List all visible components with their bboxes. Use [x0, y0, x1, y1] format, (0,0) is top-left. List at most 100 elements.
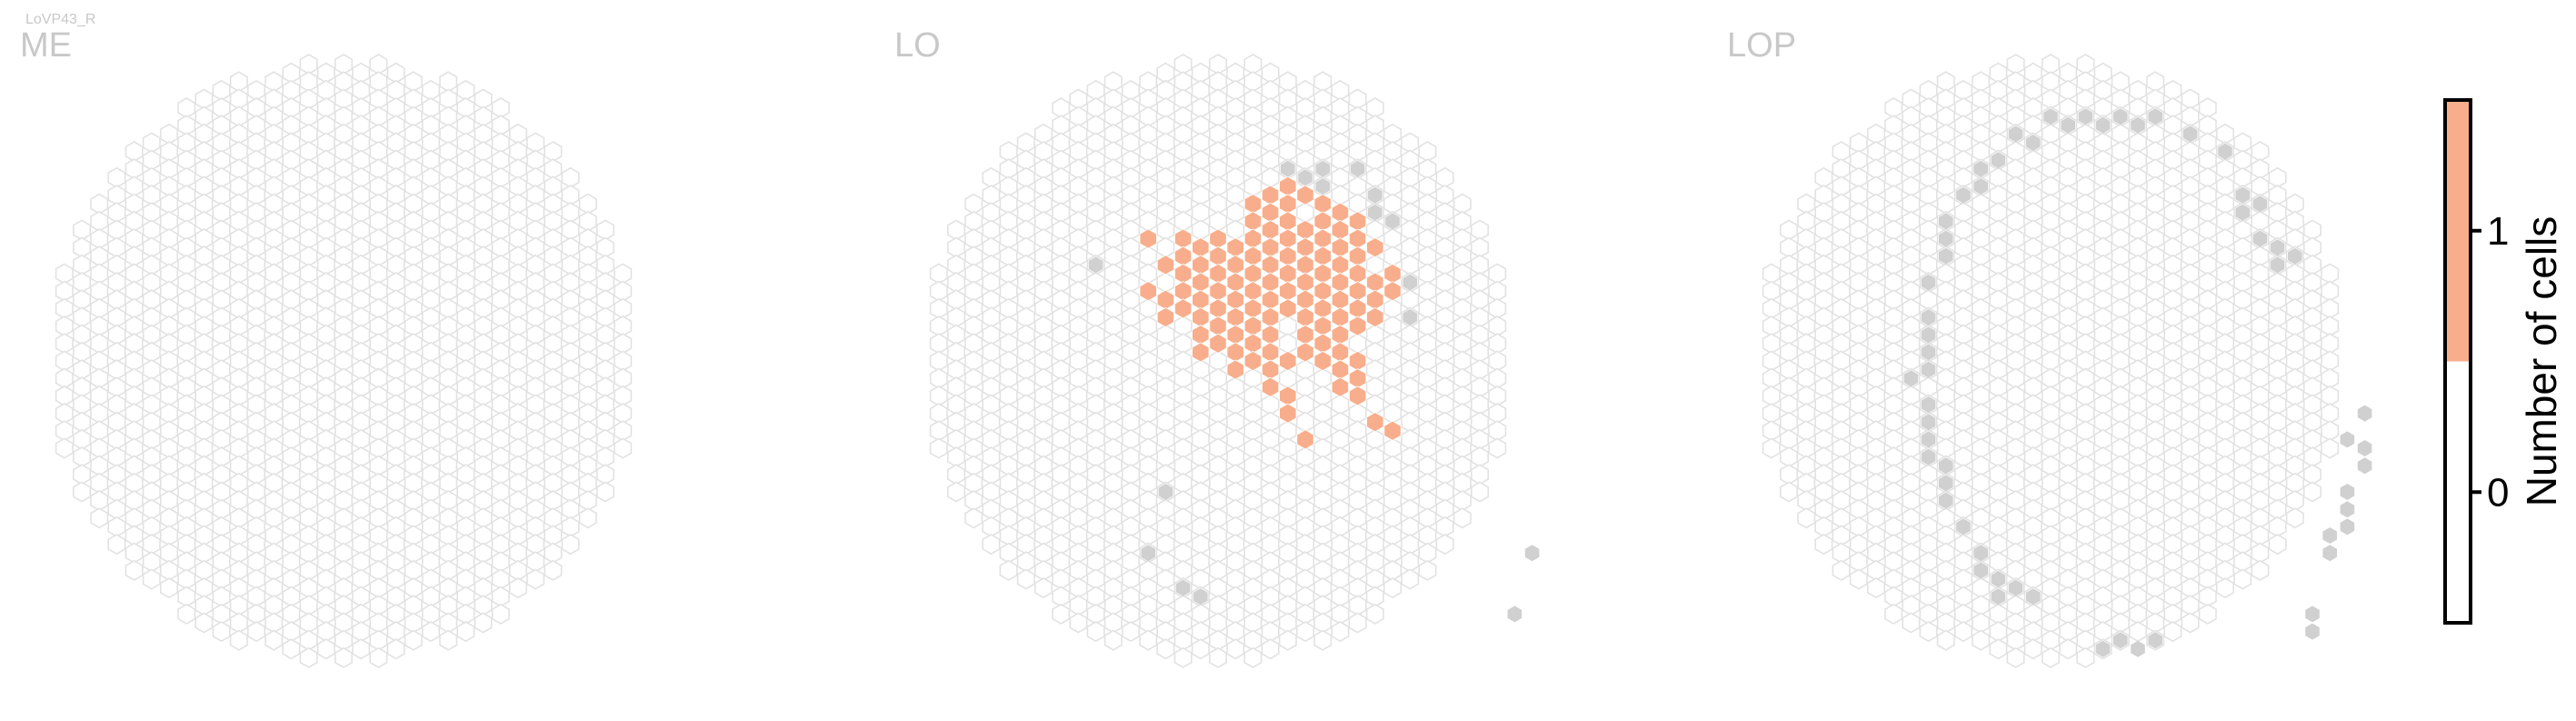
hex-cell-empty [2094, 569, 2111, 588]
hex-cell-empty [1815, 413, 1832, 432]
hex-cell-empty [1105, 578, 1122, 597]
hex-cell-empty [2007, 176, 2023, 195]
hex-cell-empty [1157, 220, 1173, 239]
hex-cell-empty [1902, 404, 1919, 423]
hex-cell-empty [1868, 299, 1884, 318]
hex-cell-empty [1244, 72, 1261, 91]
hex-cell-empty [1210, 176, 1226, 195]
hex-cell-empty [2130, 377, 2146, 396]
hex-cell-empty [1053, 413, 1069, 432]
hex-cell-empty [387, 81, 404, 100]
hex-cell-empty [405, 613, 422, 632]
hex-cell-empty [1174, 613, 1191, 632]
hex-cell-empty [1174, 526, 1191, 545]
hex-cell-empty [1990, 133, 2006, 152]
hex-cell-empty [1972, 438, 1989, 457]
hex-cell-empty [527, 273, 544, 292]
hex-cell-empty [1902, 89, 1919, 108]
hex-cell-empty [562, 290, 578, 309]
hex-cell-empty [423, 168, 439, 187]
hex-cell-empty [597, 325, 614, 345]
hex-cell-empty [2182, 212, 2198, 231]
hex-cell-empty [2182, 89, 2198, 108]
hex-cell-empty [474, 456, 491, 476]
hex-cell-empty [1419, 142, 1435, 161]
hex-cell-empty [474, 526, 491, 545]
hex-cell-empty [2234, 447, 2251, 466]
hex-cell-empty [1851, 377, 1867, 396]
hex-cell-empty [1210, 195, 1226, 214]
hex-cell-empty [2164, 220, 2181, 239]
hex-cell-empty [2007, 107, 2023, 126]
hex-cell-empty [1210, 474, 1226, 493]
hex-cell-empty [423, 569, 439, 588]
hex-cell-empty [248, 168, 265, 187]
hex-cell-empty [318, 413, 334, 432]
hex-cell-empty [1990, 115, 2006, 135]
hex-cell-empty [474, 246, 491, 265]
hex-cell-filled [1280, 351, 1296, 370]
hex-cell-empty [2217, 212, 2233, 231]
hex-cell-empty [370, 229, 386, 248]
hex-cell-empty [474, 107, 491, 126]
hex-cell-empty [387, 395, 404, 414]
hex-cell-empty [965, 474, 982, 493]
hex-cell-empty [1018, 290, 1034, 309]
hex-cell-empty [1070, 176, 1086, 195]
hex-cell-empty [1193, 98, 1209, 117]
hex-cell-empty [335, 176, 352, 195]
hex-cell-empty [2077, 246, 2093, 265]
hex-cell-empty [1035, 578, 1052, 597]
hex-cell-empty [1419, 212, 1435, 231]
hex-cell-empty [1053, 203, 1069, 222]
hex-cell-empty [2304, 413, 2321, 432]
hex-cell-empty [2007, 142, 2023, 161]
hex-cell-empty [265, 404, 282, 423]
hex-cell-outside [2322, 545, 2337, 561]
hex-cell-empty [1314, 369, 1331, 388]
hex-cell-empty [144, 203, 160, 222]
hex-cell-empty [1157, 500, 1173, 519]
hex-cell-empty [108, 238, 125, 257]
hex-cell-empty [370, 107, 386, 126]
hex-cell-empty [1105, 404, 1122, 423]
hex-cell-empty [1436, 185, 1453, 205]
hex-cell-empty [1174, 438, 1191, 457]
hex-cell-empty [597, 343, 614, 362]
hex-cell-empty [335, 229, 352, 248]
hex-cell-filled [1349, 299, 1365, 318]
hex-cell-empty [1885, 552, 1902, 571]
hex-cell-empty [1938, 578, 1954, 597]
hex-cell-empty [1955, 482, 1972, 501]
hex-cell-empty [1087, 168, 1103, 187]
hex-cell-empty [1297, 552, 1313, 571]
hex-cell-empty [457, 622, 474, 641]
hex-cell-empty [1227, 482, 1243, 501]
hex-cell-empty [580, 299, 596, 318]
hex-cell-empty [1902, 142, 1919, 161]
hex-cell-empty [2077, 404, 2093, 423]
hex-cell-empty [1123, 81, 1139, 100]
hex-cell-empty [405, 351, 422, 370]
hex-cell-empty [144, 151, 160, 170]
hex-cell-filled [1297, 273, 1313, 292]
hex-cell-empty [300, 72, 316, 91]
hex-cell-empty [544, 544, 561, 563]
hex-cell-empty [1367, 325, 1383, 345]
hex-cell-empty [1157, 64, 1173, 83]
hex-cell-empty [300, 526, 316, 545]
hex-cell-empty [1018, 255, 1034, 275]
hex-cell-empty [1781, 325, 1797, 345]
hex-cell-empty [2042, 212, 2059, 231]
hex-cell-empty [2287, 456, 2303, 476]
hex-cell-empty [2077, 596, 2093, 615]
hex-cell-empty [1990, 377, 2006, 396]
hex-cell-empty [1174, 544, 1191, 563]
hex-cell-empty [1123, 605, 1139, 624]
hex-cell-empty [1938, 195, 1954, 214]
hex-cell-empty [423, 151, 439, 170]
hex-cell-empty [108, 377, 125, 396]
hex-cell-empty [1885, 535, 1902, 554]
hex-cell-empty [457, 587, 474, 606]
hex-cell-empty [1123, 325, 1139, 345]
